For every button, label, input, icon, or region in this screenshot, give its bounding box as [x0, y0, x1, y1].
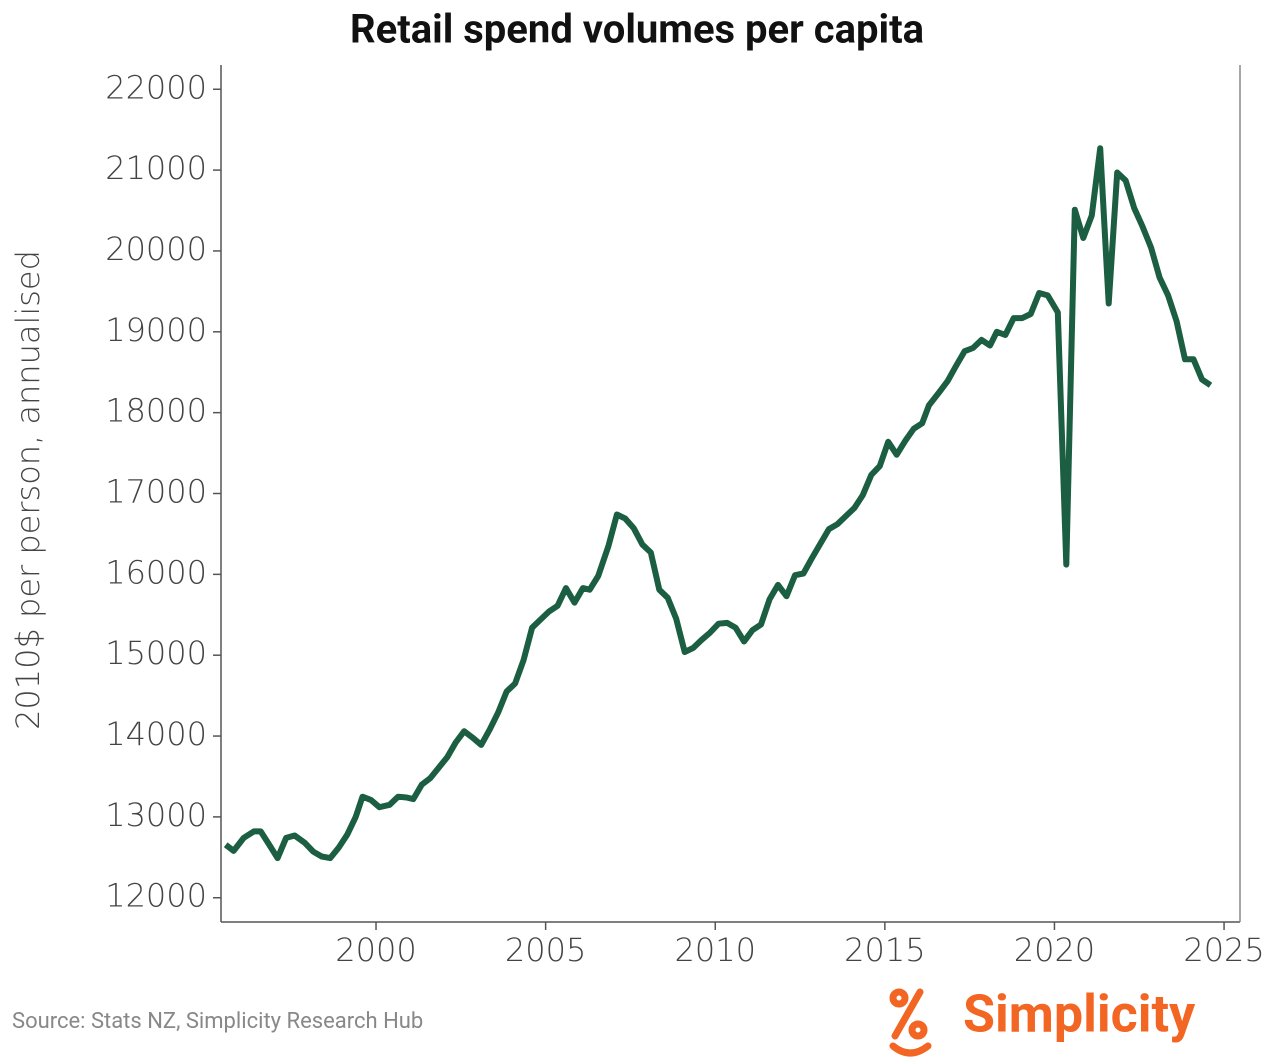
x-tick-label: 2010: [675, 931, 756, 969]
x-tick-label: 2020: [1014, 931, 1095, 969]
x-tick-label: 2005: [505, 931, 586, 969]
y-tick-label: 18000: [105, 392, 207, 430]
y-tick-label: 17000: [105, 473, 207, 511]
line: [223, 145, 1213, 862]
y-tick-label: 19000: [105, 311, 207, 349]
y-tick-label: 22000: [105, 68, 207, 106]
y-tick-label: 14000: [105, 715, 207, 753]
x-tick-label: 2025: [1183, 931, 1264, 969]
y-tick-label: 13000: [105, 796, 207, 834]
x-tick-label: 2015: [844, 931, 925, 969]
x-tick-label: 2000: [335, 931, 416, 969]
logo-icon: [889, 988, 932, 1057]
y-tick-label: 15000: [105, 634, 207, 672]
chart-title: Retail spend volumes per capita: [350, 6, 924, 53]
logo-text: Simplicity: [963, 984, 1196, 1045]
y-tick-label: 20000: [105, 230, 207, 268]
y-axis-label: 2010$ per person, annualised: [9, 250, 47, 730]
y-tick-label: 21000: [105, 149, 207, 187]
y-tick-label: 16000: [105, 553, 207, 591]
source: Source: Stats NZ, Simplicity Research Hu…: [12, 1009, 423, 1034]
y-tick-label: 12000: [105, 877, 207, 915]
